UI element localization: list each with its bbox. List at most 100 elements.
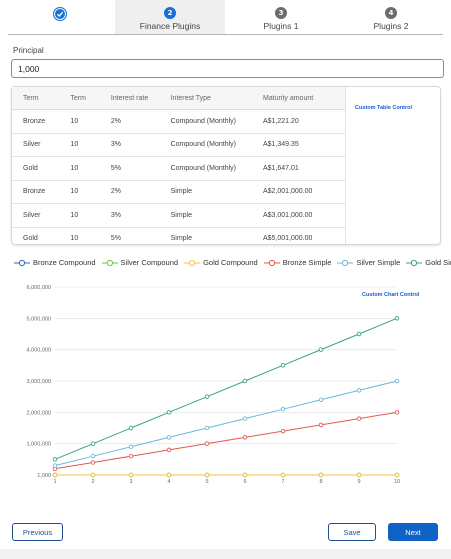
data-point (90, 460, 96, 465)
legend-label: Gold Compound (203, 258, 258, 267)
table-row: Silver 10 3% Compound (Monthly) A$1,349.35 (12, 133, 345, 157)
save-button[interactable]: Save (328, 523, 376, 541)
table-cell: A$5,001,000.00 (263, 235, 313, 243)
table-row: Gold 10 5% Compound (Monthly) A$1,647.01 (12, 156, 345, 181)
x-tick-label: 4 (167, 479, 170, 485)
data-point (280, 472, 286, 478)
y-tick-label: 6,000,000 (27, 285, 51, 291)
data-point (318, 422, 324, 428)
line-chart: 1,000 1,000,000 2,000,000 3,000,000 4,000,00… (27, 285, 401, 485)
data-point (166, 472, 172, 478)
column-header: Interest Type (170, 87, 263, 110)
legend-label: Silver Simple (356, 258, 401, 267)
step-label: Plugins 1 (263, 21, 299, 31)
table-cell: Compound (Monthly) (170, 133, 263, 157)
data-point (394, 410, 400, 415)
x-tick-label: 1 (53, 479, 56, 485)
table-cell: Bronze (12, 109, 71, 134)
data-point (242, 435, 248, 440)
data-point (394, 378, 400, 384)
legend-item[interactable]: Bronze Simple (263, 258, 332, 267)
y-tick-label: 2,000,000 (27, 410, 51, 416)
table-cell: Simple (170, 180, 263, 204)
step-label: Plugins 2 (373, 21, 409, 31)
data-point (280, 428, 286, 434)
step-1[interactable] (8, 0, 112, 34)
principal-input[interactable] (11, 59, 444, 78)
legend-label: Gold Simple (425, 258, 451, 267)
data-point (90, 472, 96, 478)
legend-label: Bronze Compound (33, 258, 96, 267)
legend-item[interactable]: Silver Compound (101, 258, 178, 267)
x-tick-label: 3 (129, 479, 132, 485)
table-cell: A$2,001,000.00 (263, 180, 345, 204)
legend-marker-icon (14, 259, 30, 266)
table-row: Gold 10 5% Simple A$5,001,000.00 (12, 227, 345, 250)
table-cell: A$1,647.01 (263, 156, 345, 181)
x-tick-label: 9 (357, 479, 360, 485)
table-cell: 10 (70, 180, 111, 204)
step-2[interactable]: 2 Finance Plugins (115, 0, 225, 34)
data-point (52, 457, 58, 462)
data-point (280, 406, 286, 412)
legend-item[interactable]: Gold Simple (406, 258, 451, 267)
x-tick-label: 5 (205, 479, 208, 485)
data-point (90, 441, 96, 446)
bottom-bar (0, 549, 451, 559)
table-header-row: Term Term Interest rate Interest Type Ma… (12, 87, 345, 110)
column-header: Term (12, 87, 71, 110)
step-number: 2 (164, 7, 176, 19)
step-4[interactable]: 4 Plugins 2 (337, 0, 445, 34)
maturity-table: Term Term Interest rate Interest Type Ma… (12, 87, 345, 250)
data-point (318, 397, 324, 403)
column-header: Term (70, 87, 111, 110)
data-point (204, 394, 210, 399)
table-cell: Simple (170, 203, 263, 228)
series-line (54, 411, 398, 470)
data-point (318, 347, 324, 352)
table-cell: Simple (170, 235, 193, 243)
data-point (318, 472, 324, 478)
legend-item[interactable]: Silver Simple (337, 258, 400, 267)
table-cell: Silver (12, 133, 71, 157)
table-cell: 3% (110, 133, 171, 157)
data-point (52, 472, 58, 478)
x-tick-label: 6 (243, 479, 246, 485)
table-cell: 10 (70, 109, 111, 134)
table-cell: 5% (110, 156, 171, 181)
data-point (394, 472, 400, 478)
table-cell: 10 (70, 156, 111, 181)
x-tick-label: 2 (91, 479, 94, 485)
x-tick-label: 7 (281, 479, 284, 485)
legend-marker-icon (406, 259, 423, 266)
table-row: Silver 10 3% Simple A$3,001,000.00 (12, 203, 345, 228)
legend-marker-icon (184, 259, 201, 266)
table-cell: Bronze (12, 180, 71, 204)
legend-marker-icon (337, 259, 354, 266)
data-point (128, 472, 134, 478)
table-cell: Silver (12, 203, 71, 228)
series-line (54, 317, 398, 460)
data-point (166, 435, 172, 440)
legend-label: Bronze Simple (282, 258, 332, 267)
table-cell: A$1,221.20 (263, 109, 345, 134)
series-line (54, 380, 398, 467)
column-header: Interest rate (110, 87, 171, 110)
step-3[interactable]: 3 Plugins 1 (226, 0, 336, 34)
data-point (242, 416, 248, 421)
data-point (204, 472, 210, 478)
y-tick-label: 5,000,000 (27, 316, 51, 322)
previous-button[interactable]: Previous (12, 523, 63, 541)
legend-item[interactable]: Bronze Compound (14, 258, 96, 267)
table-cell: 10 (70, 203, 111, 228)
table-cell: Compound (Monthly) (170, 109, 263, 134)
stepper: 2 Finance Plugins 3 Plugins 1 4 Plugins … (0, 0, 451, 36)
data-point (90, 453, 96, 459)
legend-item[interactable]: Gold Compound (184, 258, 258, 267)
table-cell: 2% (110, 180, 171, 204)
next-button[interactable]: Next (388, 523, 438, 541)
legend-marker-icon (263, 259, 280, 266)
data-point (356, 472, 362, 478)
stepper-divider (8, 34, 443, 35)
data-point (166, 447, 172, 453)
